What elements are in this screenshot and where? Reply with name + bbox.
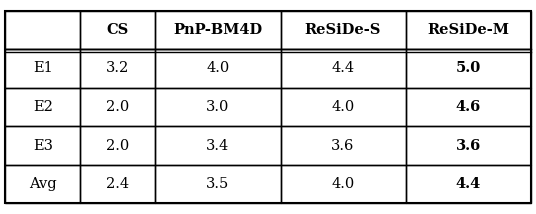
Text: 4.6: 4.6 <box>456 100 481 114</box>
Text: 4.4: 4.4 <box>456 177 481 191</box>
Text: 3.4: 3.4 <box>206 138 229 153</box>
Text: 2.0: 2.0 <box>106 138 130 153</box>
Text: 4.0: 4.0 <box>331 100 355 114</box>
Text: E3: E3 <box>33 138 53 153</box>
Text: ReSiDe-M: ReSiDe-M <box>427 23 509 37</box>
Text: E2: E2 <box>33 100 53 114</box>
Text: 5.0: 5.0 <box>456 61 481 76</box>
Text: Avg: Avg <box>29 177 57 191</box>
Text: 4.0: 4.0 <box>331 177 355 191</box>
Text: CS: CS <box>107 23 129 37</box>
Text: PnP-BM4D: PnP-BM4D <box>174 23 263 37</box>
Text: 3.6: 3.6 <box>456 138 481 153</box>
Text: 4.0: 4.0 <box>206 61 229 76</box>
Text: 2.4: 2.4 <box>106 177 130 191</box>
Text: 3.6: 3.6 <box>331 138 355 153</box>
Text: 3.2: 3.2 <box>106 61 130 76</box>
Text: ReSiDe-S: ReSiDe-S <box>305 23 381 37</box>
Text: 4.4: 4.4 <box>331 61 355 76</box>
Text: E1: E1 <box>33 61 53 76</box>
Text: 2.0: 2.0 <box>106 100 130 114</box>
Text: 3.0: 3.0 <box>206 100 229 114</box>
Text: 3.5: 3.5 <box>206 177 229 191</box>
